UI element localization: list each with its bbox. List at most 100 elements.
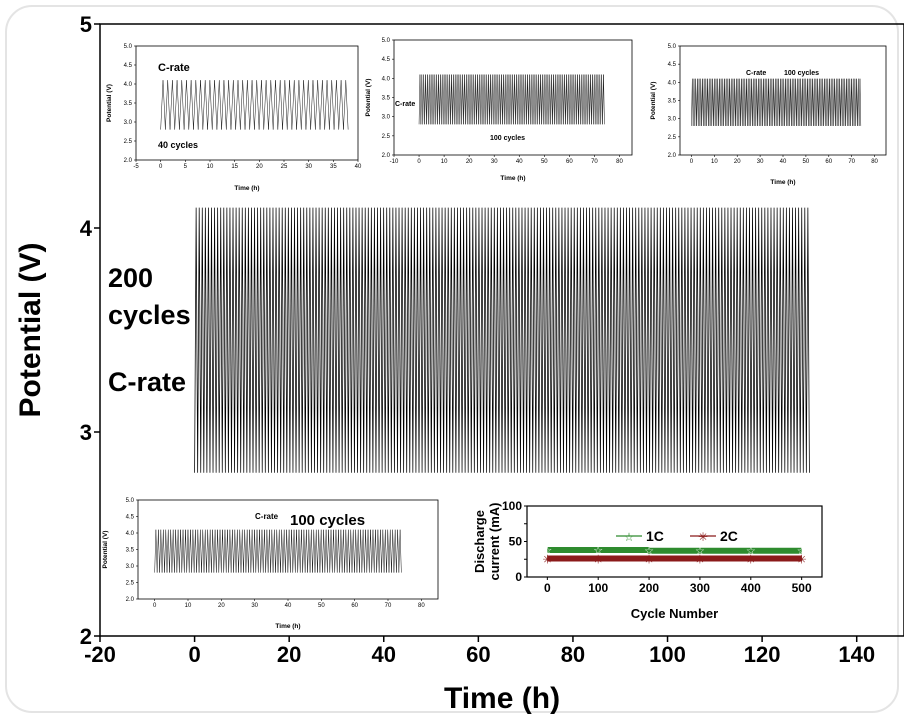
y-tick-label: 4.5 (126, 515, 135, 521)
x-tick-label: 70 (591, 159, 598, 165)
x-tick-label: 30 (251, 603, 258, 609)
x-tick-label: 140 (838, 642, 875, 667)
series-2C-point: ✳ (746, 553, 756, 567)
y-tick-label: 100 (502, 499, 522, 513)
series-0-cycling-curve (418, 74, 605, 125)
x-tick-label: 500 (792, 581, 812, 595)
x-tick-label: 60 (825, 159, 832, 165)
x-tick-label: 20 (734, 159, 741, 165)
plot-frame (99, 23, 904, 637)
x-tick-label: 50 (803, 159, 810, 165)
x-tick-label: 100 (649, 642, 686, 667)
series-2C-point: ✳ (644, 553, 654, 567)
series-0-cycling-curve (160, 80, 349, 130)
x-tick-label: 0 (159, 164, 163, 170)
x-tick-label: 20 (256, 164, 263, 170)
x-tick-label: 80 (871, 159, 878, 165)
series-1C-point: ☆ (746, 546, 756, 558)
series-1C-point: ☆ (593, 545, 603, 557)
chart-inset_100_b: 0 10 20 30 40 50 60 70 80 2.0 2.5 3.0 3.5 4.0 4.5 5.0 Ti… (650, 44, 887, 186)
inset-100c-c-rate: C-rate (255, 512, 279, 521)
y-tick-label: 2.5 (382, 134, 391, 140)
annotation-cycle-count: 200 (108, 263, 153, 293)
figure-frame (5, 5, 899, 713)
annotation-cycles-word: cycles (108, 300, 191, 330)
x-tick-label: 70 (385, 603, 392, 609)
y-tick-label: 2 (80, 624, 92, 649)
y-tick-label: 2.5 (126, 581, 135, 587)
series-2C-point: ✳ (542, 553, 552, 567)
annotation-c-rate: C-rate (108, 367, 186, 397)
y-axis-label: Potential (V) (365, 79, 372, 117)
y-tick-label: 4.0 (382, 76, 391, 82)
x-tick-label: 0 (153, 603, 157, 609)
y-tick-label: 3.0 (382, 115, 391, 121)
x-tick-label: 0 (544, 581, 551, 595)
x-tick-label: 40 (285, 603, 292, 609)
inset-40-cycles: 40 cycles (158, 140, 198, 150)
series-1C-band (547, 547, 802, 554)
legend-label-2C: 2C (720, 528, 738, 544)
chart-inset_100_c: 0 10 20 30 40 50 60 70 80 2.0 2.5 3.0 3.5 4.0 4.5 5.0 Ti… (102, 498, 439, 630)
y-axis-label-line: Discharge (472, 510, 487, 573)
y-tick-label: 3.5 (124, 101, 133, 107)
x-tick-label: 0 (690, 159, 694, 165)
x-tick-label: 30 (305, 164, 312, 170)
y-axis-label: Potential (V) (102, 531, 109, 569)
x-tick-label: 40 (516, 159, 523, 165)
y-tick-label: 3.5 (668, 99, 677, 105)
x-tick-label: 30 (757, 159, 764, 165)
x-tick-label: 20 (277, 642, 301, 667)
x-tick-label: 60 (566, 159, 573, 165)
x-tick-label: 50 (541, 159, 548, 165)
x-tick-label: -10 (390, 159, 399, 165)
x-tick-label: 10 (207, 164, 214, 170)
x-axis-label: Cycle Number (631, 606, 718, 621)
y-tick-label: 4 (80, 216, 93, 241)
x-tick-label: 25 (281, 164, 288, 170)
x-axis-label: Time (h) (234, 185, 259, 192)
x-tick-label: -5 (133, 164, 139, 170)
x-tick-label: 300 (690, 581, 710, 595)
x-tick-label: 100 (588, 581, 608, 595)
legend-label-1C: 1C (646, 528, 664, 544)
series-1C-point: ☆ (644, 546, 654, 558)
inset-100a-cycles: 100 cycles (490, 135, 525, 142)
x-tick-label: 80 (561, 642, 585, 667)
y-tick-label: 4.0 (126, 531, 135, 537)
x-tick-label: 70 (848, 159, 855, 165)
legend: ☆ 1C ✳ 2C (616, 528, 738, 544)
series-2C-point: ✳ (593, 553, 603, 567)
x-tick-label: 120 (744, 642, 781, 667)
x-tick-label: 10 (185, 603, 192, 609)
y-tick-label: 2.0 (126, 597, 135, 603)
series-2C-point: ✳ (695, 553, 705, 567)
y-tick-label: 5 (80, 12, 92, 37)
x-tick-label: 80 (418, 603, 425, 609)
x-tick-label: 60 (351, 603, 358, 609)
y-tick-label: 0 (515, 570, 522, 584)
plot-frame (137, 499, 439, 600)
plot-frame (679, 45, 887, 156)
legend-marker-2C: ✳ (698, 530, 708, 544)
y-tick-label: 3.0 (668, 117, 677, 123)
inset-100b-cycles: 100 cycles (784, 70, 819, 77)
series-2C-point: ✳ (797, 553, 807, 567)
x-tick-label: -20 (84, 642, 116, 667)
series-1C-point: ☆ (542, 545, 552, 557)
inset-100b-c-rate: C-rate (746, 70, 766, 77)
inset-100c-cycles: 100 cycles (290, 512, 365, 529)
x-tick-label: 40 (355, 164, 362, 170)
x-tick-label: 30 (491, 159, 498, 165)
legend-marker-1C: ☆ (624, 530, 635, 544)
x-axis-label: Time (h) (275, 623, 300, 630)
y-tick-label: 4.5 (124, 63, 133, 69)
y-tick-label: 3.5 (382, 96, 391, 102)
x-tick-label: 400 (741, 581, 761, 595)
x-tick-label: 40 (372, 642, 396, 667)
x-axis-label: Time (h) (444, 682, 560, 715)
y-axis-label-line: current (mA) (487, 502, 502, 580)
x-tick-label: 200 (639, 581, 659, 595)
